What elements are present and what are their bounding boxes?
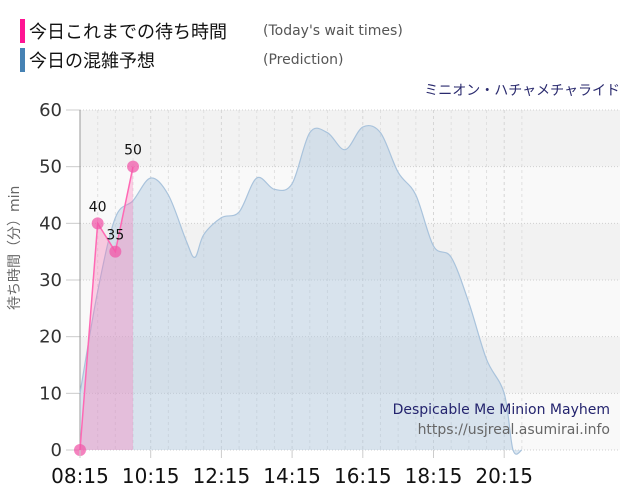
plot-band	[80, 166, 620, 224]
data-label: 50	[124, 143, 142, 159]
x-tick-label: 14:15	[263, 464, 321, 488]
y-tick-label: 0	[51, 440, 62, 461]
legend-prediction: 今日の混雑予想 (Prediction)	[20, 47, 343, 73]
legend-swatch-prediction	[20, 48, 25, 72]
y-tick-label: 60	[39, 100, 62, 121]
data-label: 35	[106, 228, 124, 244]
legend-prediction-label-jp: 今日の混雑予想	[29, 51, 155, 72]
prediction-line	[79, 124, 523, 455]
plot-band	[80, 110, 620, 167]
y-tick-label: 20	[39, 327, 62, 348]
legend-swatch-actual	[20, 19, 25, 43]
actual-point[interactable]	[91, 217, 104, 230]
x-tick-label: 18:15	[405, 464, 463, 488]
plot-band	[80, 280, 620, 337]
y-tick-label: 10	[39, 383, 62, 404]
y-tick-label: 50	[39, 157, 62, 178]
x-tick-label: 10:15	[122, 464, 180, 488]
plot-band	[80, 223, 620, 280]
x-tick-label: 20:15	[475, 464, 533, 488]
y-axis-label: 待ち時間（分）min	[7, 185, 23, 310]
prediction-area	[80, 125, 522, 455]
plot-band	[80, 393, 620, 450]
x-tick-label: 08:15	[51, 464, 109, 488]
y-tick-label: 30	[39, 270, 62, 291]
actual-area	[80, 166, 134, 450]
legend-actual-label-en: (Today's wait times)	[263, 23, 403, 39]
legend-actual: 今日これまでの待ち時間 (Today's wait times)	[20, 18, 403, 44]
legend-prediction-label-en: (Prediction)	[263, 52, 344, 68]
y-tick-label: 40	[39, 213, 62, 234]
ride-name-en: Despicable Me Minion Mayhem	[392, 402, 610, 418]
plot-band	[80, 336, 620, 394]
actual-line	[79, 166, 134, 451]
actual-point[interactable]	[127, 160, 140, 173]
legend-actual-label-jp: 今日これまでの待ち時間	[29, 22, 227, 43]
site-url: https://usjreal.asumirai.info	[417, 422, 610, 438]
x-tick-label: 12:15	[193, 464, 251, 488]
actual-point[interactable]	[109, 245, 122, 258]
ride-name-jp: ミニオン・ハチャメチャライド	[424, 83, 620, 99]
x-tick-label: 16:15	[334, 464, 392, 488]
data-label: 40	[89, 199, 107, 215]
